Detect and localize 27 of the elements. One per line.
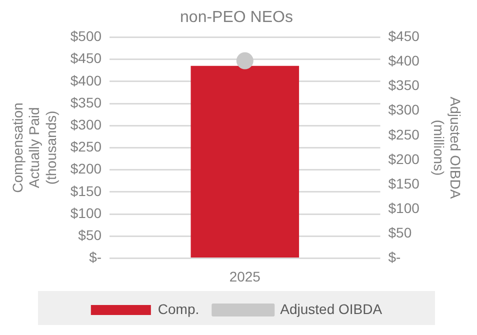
y-tick-label: $300 [70,116,102,132]
chart-title: non-PEO NEOs [180,9,293,26]
y2-tick-label: $250 [388,126,420,142]
y-tick-label: $400 [70,72,102,88]
y-tick-label: $250 [70,138,102,155]
y-tick-label: $150 [70,182,102,199]
x-tick-label: 2025 [229,268,261,284]
legend-label: Adjusted OIBDA [280,300,383,317]
y-tick-label: $200 [70,160,102,177]
y2-tick-label: $300 [388,102,420,118]
y-tick-label: $350 [70,94,102,110]
y2-tick-label: $150 [388,175,420,192]
legend-label: Comp. [158,300,200,317]
y2-tick-label: $- [388,249,402,266]
y2-tick-label: $450 [388,28,420,44]
y-axis-title: Compensation Actually Paid (thousands) [9,102,59,193]
y-tick-label: $50 [78,226,102,243]
y-tick-label: $100 [70,204,102,221]
y-tick-label: $- [89,249,102,266]
y2-tick-label: $400 [388,52,420,69]
y2-tick-label: $200 [388,150,420,167]
y2-tick-label: $50 [388,224,412,241]
y2-tick-label: $350 [388,77,420,94]
y2-axis-title: Adjusted OIBDA (millions) [430,96,464,200]
y-tick-label: $500 [70,28,102,44]
y-tick-label: $450 [70,50,102,66]
y2-tick-label: $100 [388,200,420,216]
